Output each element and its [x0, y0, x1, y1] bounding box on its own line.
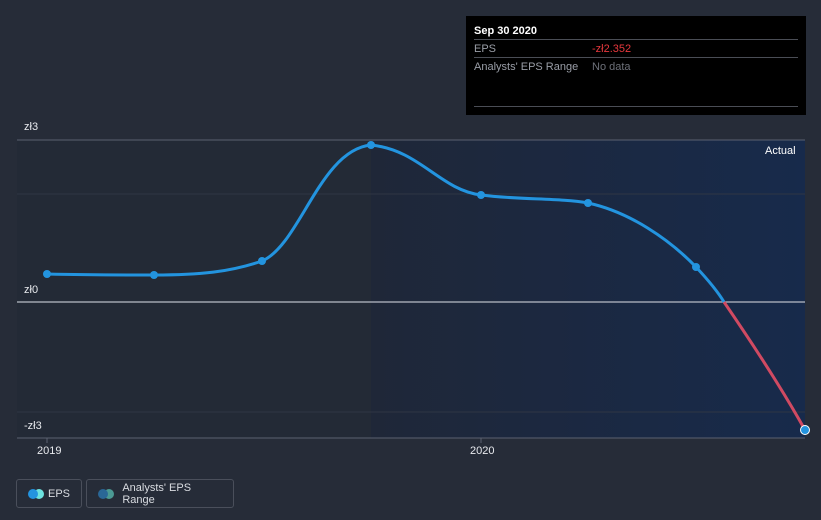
eps-line-negative [722, 301, 807, 431]
x-tick-label: 2020 [470, 445, 495, 457]
eps-line-positive [46, 143, 726, 303]
y-tick-label: zł0 [24, 284, 39, 296]
actual-label: Actual [765, 145, 796, 157]
data-point [43, 270, 51, 278]
legend-analysts-range[interactable]: Analysts' EPS Range [86, 479, 234, 508]
data-point [150, 271, 158, 279]
data-point [477, 191, 485, 199]
tooltip-label: Analysts' EPS Range [474, 61, 579, 73]
data-point [692, 263, 700, 271]
tooltip-date: Sep 30 2020 [474, 16, 798, 40]
range-legend-icon [98, 488, 114, 499]
legend-label: EPS [47, 487, 70, 500]
eps-legend-icon [28, 488, 44, 499]
actual-region [371, 140, 805, 438]
tooltip-divider [474, 106, 798, 107]
tooltip-row-range: Analysts' EPS Range No data [474, 58, 798, 76]
tooltip-row-eps: EPS -zł2.352 [474, 40, 798, 58]
data-point [367, 141, 375, 149]
tooltip: Sep 30 2020 EPS -zł2.352 Analysts' EPS R… [466, 16, 806, 115]
tooltip-label: EPS [474, 42, 497, 55]
legend-eps[interactable]: EPS [16, 479, 82, 508]
legend-label: Analysts' EPS Range [122, 481, 192, 506]
y-tick-label: -zł3 [24, 420, 42, 432]
y-tick-label: zł3 [24, 121, 39, 133]
data-point-selected [800, 425, 810, 435]
x-tick-label: 2019 [37, 445, 62, 457]
data-point [258, 257, 266, 265]
tooltip-value: -zł2.352 [592, 42, 632, 55]
data-point [584, 199, 592, 207]
tooltip-value: No data [592, 61, 631, 73]
